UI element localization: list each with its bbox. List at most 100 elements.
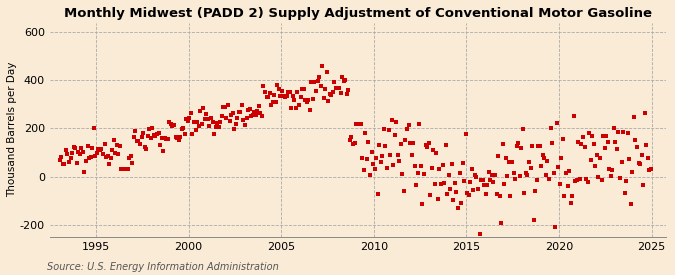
Point bbox=[639, 111, 650, 116]
Point bbox=[156, 135, 167, 140]
Point bbox=[314, 75, 325, 79]
Point bbox=[363, 140, 374, 144]
Point bbox=[319, 96, 329, 100]
Point bbox=[529, 217, 539, 222]
Point bbox=[470, 172, 481, 177]
Point bbox=[249, 110, 260, 114]
Point bbox=[202, 116, 213, 121]
Point bbox=[266, 102, 277, 107]
Point bbox=[471, 175, 482, 180]
Point bbox=[627, 170, 638, 175]
Point bbox=[638, 183, 649, 187]
Point bbox=[352, 121, 363, 126]
Point bbox=[67, 151, 78, 155]
Point bbox=[466, 166, 477, 171]
Point bbox=[380, 144, 391, 149]
Point bbox=[373, 191, 383, 196]
Point bbox=[213, 125, 224, 129]
Point bbox=[483, 170, 494, 174]
Point bbox=[392, 153, 403, 157]
Point bbox=[580, 177, 591, 181]
Point bbox=[188, 120, 199, 125]
Point bbox=[400, 138, 411, 142]
Point bbox=[344, 138, 355, 142]
Point bbox=[482, 183, 493, 187]
Point bbox=[437, 163, 448, 167]
Point bbox=[551, 121, 562, 125]
Point bbox=[460, 132, 471, 137]
Point bbox=[170, 134, 181, 139]
Point bbox=[73, 150, 84, 155]
Point bbox=[351, 121, 362, 126]
Point bbox=[448, 197, 459, 202]
Point bbox=[286, 106, 297, 110]
Point bbox=[297, 86, 308, 91]
Point bbox=[425, 193, 435, 197]
Point bbox=[321, 70, 332, 74]
Point bbox=[585, 158, 596, 163]
Point bbox=[98, 152, 109, 156]
Title: Monthly Midwest (PADD 2) Supply Adjustment of Conventional Motor Gasoline: Monthly Midwest (PADD 2) Supply Adjustme… bbox=[64, 7, 652, 20]
Point bbox=[608, 126, 619, 130]
Point bbox=[84, 156, 95, 160]
Point bbox=[397, 172, 408, 176]
Point bbox=[584, 131, 595, 135]
Point bbox=[491, 192, 502, 196]
Point bbox=[434, 167, 445, 172]
Point bbox=[615, 175, 626, 180]
Point bbox=[55, 158, 65, 163]
Point bbox=[456, 201, 466, 205]
Point bbox=[275, 94, 286, 98]
Point bbox=[57, 162, 68, 167]
Point bbox=[127, 161, 138, 166]
Point bbox=[56, 155, 67, 159]
Point bbox=[80, 159, 91, 163]
Point bbox=[261, 95, 272, 99]
Point bbox=[74, 152, 85, 156]
Point bbox=[599, 145, 610, 150]
Point bbox=[360, 131, 371, 135]
Point bbox=[420, 143, 431, 147]
Point bbox=[416, 164, 427, 168]
Point bbox=[269, 93, 279, 97]
Point bbox=[562, 184, 573, 189]
Point bbox=[207, 120, 218, 124]
Point bbox=[428, 147, 439, 152]
Point bbox=[153, 131, 164, 135]
Point bbox=[238, 118, 249, 122]
Point bbox=[637, 152, 647, 157]
Point bbox=[429, 182, 440, 187]
Point bbox=[587, 134, 597, 138]
Point bbox=[525, 166, 536, 170]
Point bbox=[476, 178, 487, 182]
Point bbox=[128, 135, 139, 139]
Point bbox=[394, 159, 405, 163]
Point bbox=[300, 98, 310, 102]
Point bbox=[263, 95, 273, 100]
Point bbox=[241, 116, 252, 121]
Point bbox=[590, 164, 601, 168]
Point bbox=[298, 87, 309, 91]
Point bbox=[507, 159, 518, 164]
Point bbox=[247, 112, 258, 117]
Point bbox=[126, 154, 136, 158]
Point bbox=[256, 114, 267, 119]
Point bbox=[198, 105, 209, 110]
Point bbox=[159, 135, 170, 140]
Point bbox=[163, 136, 173, 141]
Point bbox=[258, 84, 269, 89]
Point bbox=[530, 189, 541, 193]
Point bbox=[451, 190, 462, 194]
Point bbox=[368, 161, 379, 166]
Point bbox=[541, 173, 551, 177]
Point bbox=[184, 115, 195, 120]
Point bbox=[329, 80, 340, 84]
Point bbox=[463, 192, 474, 197]
Point bbox=[572, 177, 583, 182]
Point bbox=[171, 136, 182, 140]
Point bbox=[379, 127, 389, 132]
Point bbox=[317, 64, 327, 68]
Point bbox=[457, 161, 468, 165]
Point bbox=[556, 155, 567, 160]
Point bbox=[489, 172, 500, 177]
